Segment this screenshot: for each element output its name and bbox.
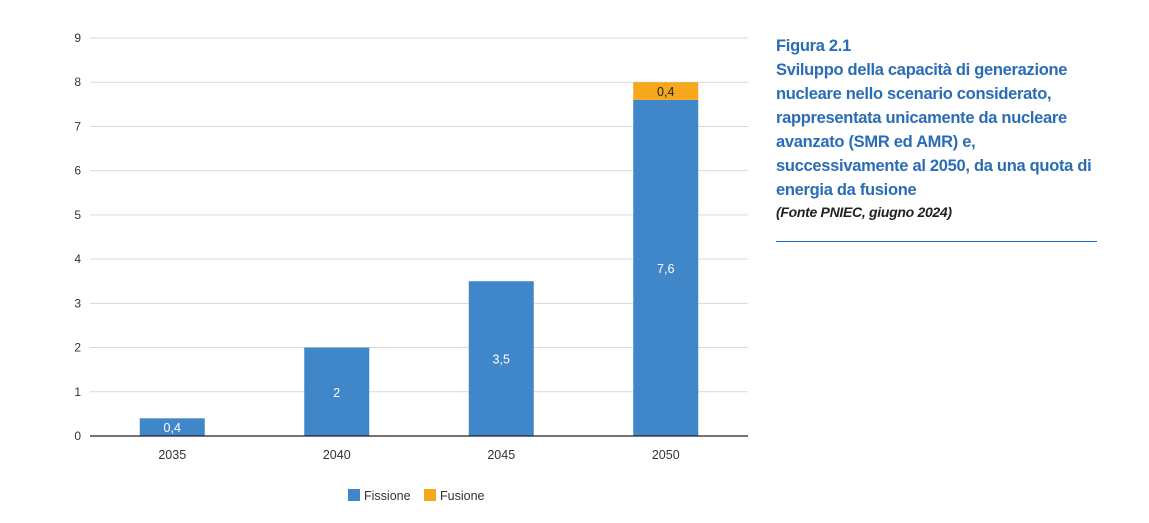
data-label: 3,5 [493, 353, 510, 367]
caption-divider [776, 241, 1097, 242]
y-tick-label: 7 [74, 119, 81, 133]
y-tick-label: 9 [74, 31, 81, 45]
bar-fissione-2040 [304, 347, 370, 436]
data-label: 2 [333, 386, 340, 400]
bar-fusione-2050 [633, 82, 699, 100]
x-tick-label: 2045 [487, 448, 515, 462]
x-tick-label: 2035 [158, 448, 186, 462]
legend-label-fusione: Fusione [440, 489, 485, 503]
data-label: 0,4 [657, 85, 674, 99]
y-tick-label: 3 [74, 296, 81, 310]
x-tick-label: 2050 [652, 448, 680, 462]
y-tick-label: 6 [74, 164, 81, 178]
bar-fissione-2050 [633, 99, 699, 437]
y-tick-label: 8 [74, 75, 81, 89]
y-tick-label: 5 [74, 208, 81, 222]
figure-caption: Figura 2.1 Sviluppo della capacità di ge… [776, 34, 1106, 222]
legend-label-fissione: Fissione [364, 489, 411, 503]
figure-source: (Fonte PNIEC, giugno 2024) [776, 204, 952, 220]
y-tick-label: 1 [74, 385, 81, 399]
x-tick-label: 2040 [323, 448, 351, 462]
figure-title: Sviluppo della capacità di generazione n… [776, 61, 1092, 199]
y-tick-label: 2 [74, 341, 81, 355]
data-label: 0,4 [164, 421, 181, 435]
y-tick-label: 4 [74, 252, 81, 266]
legend-swatch-fusione [424, 489, 436, 501]
figure-number: Figura 2.1 [776, 37, 851, 55]
bar-fissione-2045 [468, 281, 534, 436]
stacked-bar-chart: 0 1 2 3 4 5 6 7 8 9 0,4 2035 2 2040 3,5 2045 7,6 0,4 2050 F… [74, 31, 748, 503]
y-tick-label: 0 [74, 429, 81, 443]
bar-fissione-2035 [139, 418, 205, 436]
legend-swatch-fissione [348, 489, 360, 501]
data-label: 7,6 [657, 262, 674, 276]
